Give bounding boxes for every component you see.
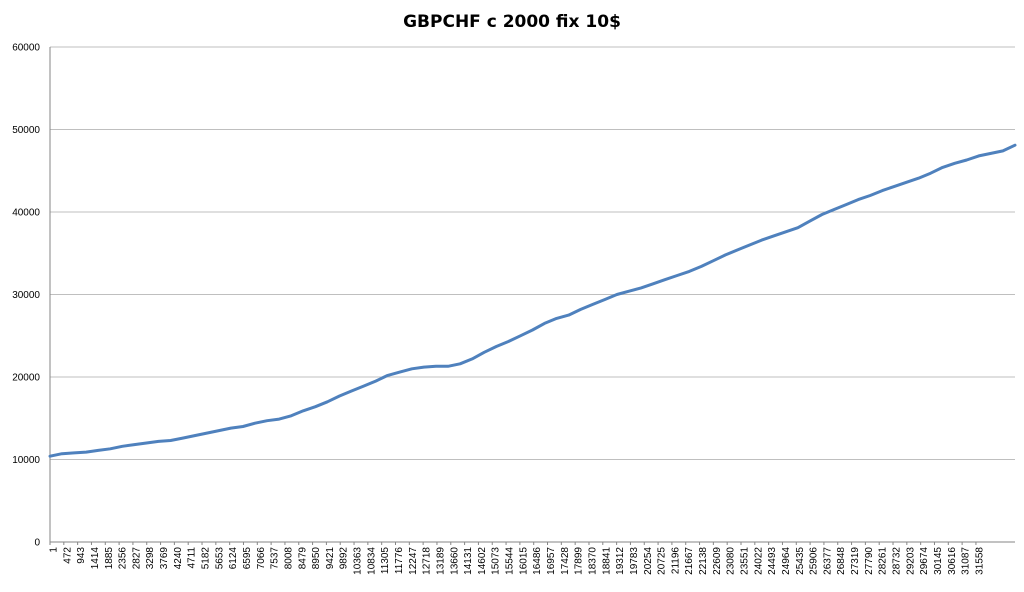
x-tick-label: 3769 [159, 547, 170, 570]
y-tick-label: 30000 [12, 290, 40, 301]
x-tick-label: 22609 [712, 547, 723, 575]
x-tick-label: 21196 [670, 547, 681, 575]
x-tick-label: 6124 [228, 547, 239, 570]
x-tick-label: 31558 [974, 547, 985, 575]
x-tick-label: 31087 [961, 547, 972, 575]
x-tick-label: 16486 [532, 547, 543, 575]
x-tick-label: 24964 [781, 547, 792, 575]
axes [49, 47, 1015, 543]
x-tick-label: 4240 [173, 547, 184, 570]
x-tick-label: 14602 [477, 547, 488, 575]
x-tick-label: 8479 [297, 547, 308, 570]
x-tick-label: 15544 [505, 547, 516, 575]
x-tick-label: 2827 [131, 547, 142, 570]
x-tick-label: 18370 [587, 547, 598, 575]
x-tick-label: 8008 [283, 547, 294, 570]
x-tick-label: 16957 [546, 547, 557, 575]
x-tick-label: 30616 [947, 547, 958, 575]
y-tick-label: 40000 [12, 208, 40, 219]
x-tick-label: 27790 [864, 547, 875, 575]
x-tick-label: 6595 [242, 547, 253, 570]
x-tick-label: 26377 [822, 547, 833, 575]
x-tick-label: 13660 [449, 547, 460, 575]
x-tick-label: 3298 [145, 547, 156, 570]
x-tick-label: 20725 [657, 547, 668, 575]
x-tick-label: 1414 [90, 547, 101, 570]
chart-title: GBPCHF c 2000 fix 10$ [403, 12, 621, 32]
x-tick-label: 22138 [698, 547, 709, 575]
x-tick-label: 21667 [684, 547, 695, 575]
x-tick-label: 28261 [878, 547, 889, 575]
x-tick-label: 472 [62, 547, 73, 564]
x-tick-label: 10834 [366, 547, 377, 575]
x-tick-label: 16015 [518, 547, 529, 575]
x-tick-label: 19312 [615, 547, 626, 575]
x-tick-label: 18841 [601, 547, 612, 575]
x-tick-label: 28732 [892, 547, 903, 575]
series-layer [48, 143, 1017, 458]
x-tick-label: 8950 [311, 547, 322, 570]
x-tick-label: 19783 [629, 547, 640, 575]
x-tick-label: 943 [76, 547, 87, 564]
x-tick-label: 1885 [104, 547, 115, 570]
gridlines [50, 46, 1015, 460]
x-axis-tick-labels: 1 472 943 1414 1885 2356 2827 3298 3769 4240 4711 5… [49, 542, 985, 575]
y-tick-label: 0 [34, 538, 40, 549]
x-tick-label: 27319 [850, 547, 861, 575]
x-tick-label: 10363 [353, 547, 364, 575]
x-tick-label: 7537 [270, 547, 281, 570]
x-tick-label: 5653 [214, 547, 225, 570]
x-tick-label: 11776 [394, 547, 405, 575]
x-tick-label: 23080 [726, 547, 737, 575]
x-tick-label: 24493 [767, 547, 778, 575]
x-tick-label: 13189 [435, 547, 446, 575]
x-tick-label: 17428 [560, 547, 571, 575]
x-tick-label: 17899 [574, 547, 585, 575]
x-tick-label: 12718 [422, 547, 433, 575]
x-tick-label: 25906 [809, 547, 820, 575]
x-tick-label: 24022 [753, 547, 764, 575]
x-tick-label: 5182 [201, 547, 212, 570]
x-tick-label: 12247 [408, 547, 419, 575]
y-axis-tick-labels: 0 10000 20000 30000 40000 50000 60000 [12, 43, 40, 549]
x-tick-label: 20254 [643, 547, 654, 575]
x-tick-label: 7066 [256, 547, 267, 570]
x-tick-label: 4711 [187, 547, 198, 569]
series-line [48, 143, 1017, 458]
x-tick-label: 14131 [463, 547, 474, 575]
x-tick-label: 25435 [795, 547, 806, 575]
y-tick-label: 20000 [12, 373, 40, 384]
x-tick-label: 9421 [325, 547, 336, 570]
x-tick-label: 29674 [919, 547, 930, 575]
x-tick-label: 1 [49, 547, 60, 553]
x-tick-label: 15073 [491, 547, 502, 575]
y-tick-label: 50000 [12, 125, 40, 136]
x-tick-label: 11305 [380, 547, 391, 575]
x-tick-label: 9892 [339, 547, 350, 570]
x-tick-label: 30145 [933, 547, 944, 575]
x-tick-label: 2356 [118, 547, 129, 570]
x-tick-label: 23551 [740, 547, 751, 575]
x-tick-label: 26848 [836, 547, 847, 575]
y-tick-label: 10000 [12, 455, 40, 466]
y-tick-label: 60000 [12, 43, 40, 54]
x-tick-label: 29203 [905, 547, 916, 575]
